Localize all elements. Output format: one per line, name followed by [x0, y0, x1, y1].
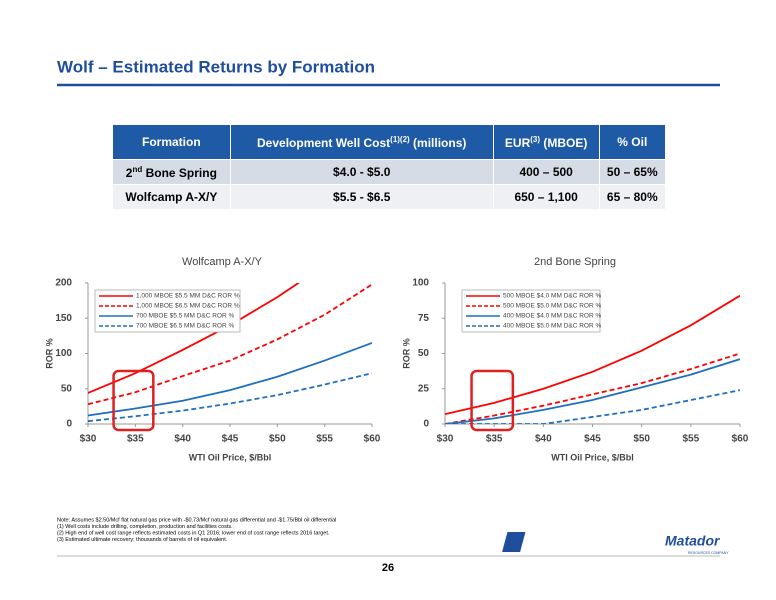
legend-label: 1,000 MBOE $6.5 MM D&C ROR %	[136, 303, 240, 310]
series-line	[445, 389, 740, 424]
x-tick-label: $60	[732, 434, 749, 445]
chart-title: 2nd Bone Spring	[534, 256, 616, 268]
logo-mark	[502, 532, 526, 552]
cell-superscript: nd	[132, 164, 143, 174]
x-tick-label: $60	[364, 434, 381, 445]
cell-text: EUR	[504, 135, 531, 150]
slide-title: Wolf – Estimated Returns by Formation	[57, 57, 375, 76]
legend-label: 1,000 MBOE $5.5 MM D&C ROR %	[136, 293, 240, 300]
highlight-box	[470, 369, 515, 432]
y-tick-label: 50	[418, 348, 430, 359]
highlight-box	[112, 369, 155, 432]
series-line	[445, 294, 740, 416]
table-row: Wolfcamp A-X/Y $5.5 - $6.5 650 – 1,100 65 –…	[112, 184, 665, 209]
cell-text: (millions)	[409, 135, 467, 150]
series-line	[445, 352, 740, 424]
x-tick-label: $40	[174, 434, 191, 445]
cell-superscript: (3)	[530, 134, 541, 144]
table-cell: EUR(3) (MBOE)	[492, 125, 600, 160]
table-cell: Development Well Cost(1)(2) (millions)	[229, 125, 494, 160]
x-tick-label: $35	[127, 434, 144, 445]
legend-label: 700 MBOE $5.5 MM D&C ROR %	[136, 313, 234, 320]
table-cell: 650 – 1,100	[492, 184, 600, 209]
footnote: (1) Well costs include drilling, complet…	[57, 524, 233, 530]
y-tick-label: 100	[412, 278, 429, 289]
y-tick-label: 75	[418, 313, 430, 324]
cell-superscript: (1)(2)	[390, 134, 410, 144]
series-line	[88, 342, 372, 417]
footnote: (3) Estimated ultimate recovery; thousan…	[57, 537, 228, 543]
cell-text: 2	[125, 165, 133, 180]
x-tick-label: $35	[486, 434, 503, 445]
x-tick-label: $30	[80, 434, 97, 445]
legend-label: 500 MBOE $4.0 MM D&C ROR %	[503, 293, 601, 300]
series-line	[445, 358, 740, 424]
x-axis-label: WTI Oil Price, $/Bbl	[189, 452, 272, 462]
table-cell: Wolfcamp A-X/Y	[112, 184, 231, 209]
x-tick-label: $55	[316, 434, 333, 445]
x-tick-label: $45	[584, 434, 601, 445]
x-tick-label: $45	[222, 434, 239, 445]
legend-label: 700 MBOE $6.5 MM D&C ROR %	[136, 323, 234, 330]
table-header: Formation Development Well Cost(1)(2) (mi…	[112, 125, 665, 160]
x-tick-label: $40	[535, 434, 552, 445]
cell-text: (MBOE)	[540, 135, 588, 150]
table-cell: 50 – 65%	[598, 159, 665, 185]
table-cell: 400 – 500	[492, 159, 600, 185]
footnote: Note: Assumes $2.50/Mcf flat natural gas…	[57, 517, 336, 523]
legend-label: 500 MBOE $5.0 MM D&C ROR %	[503, 303, 601, 310]
y-tick-label: 0	[66, 419, 72, 430]
y-tick-label: 25	[418, 383, 430, 394]
legend-label: 400 MBOE $5.0 MM D&C ROR %	[503, 323, 601, 330]
x-axis-label: WTI Oil Price, $/Bbl	[551, 452, 634, 462]
footnote: (2) High end of well cost range reflects…	[57, 530, 330, 536]
legend-box	[94, 289, 241, 333]
y-tick-label: 200	[55, 278, 72, 289]
legend-label: 400 MBOE $4.0 MM D&C ROR %	[503, 313, 601, 320]
table-cell: Formation	[112, 125, 231, 160]
x-tick-label: $55	[682, 434, 699, 445]
y-axis-label: ROR %	[44, 338, 54, 369]
table-cell: $5.5 - $6.5	[229, 184, 494, 209]
cell-text: Bone Spring	[142, 165, 217, 180]
table-row: 2nd Bone Spring $4.0 - $5.0 400 – 500 50 – …	[112, 159, 665, 185]
table-cell: 2nd Bone Spring	[112, 159, 231, 185]
formation-table: Formation Development Well Cost(1)(2) (mi…	[112, 125, 665, 209]
logo: Matador	[665, 533, 721, 549]
y-axis-label: ROR %	[401, 338, 411, 369]
x-tick-label: $50	[633, 434, 650, 445]
page-number: 26	[382, 562, 394, 574]
y-tick-label: 100	[55, 348, 72, 359]
x-tick-label: $30	[437, 434, 454, 445]
cell-text: Development Well Cost	[257, 135, 391, 150]
x-tick-label: $50	[269, 434, 286, 445]
table-cell: % Oil	[598, 125, 665, 160]
table-cell: 65 – 80%	[598, 184, 665, 209]
series-line	[88, 372, 372, 423]
chart-title: Wolfcamp A-X/Y	[182, 256, 263, 268]
series-line	[88, 283, 372, 406]
legend-box	[461, 289, 601, 333]
y-tick-label: 50	[61, 383, 73, 394]
y-tick-label: 150	[55, 313, 72, 324]
y-tick-label: 0	[423, 419, 429, 430]
table-cell: $4.0 - $5.0	[229, 159, 494, 185]
logo-sub: RESOURCES COMPANY	[688, 551, 729, 555]
